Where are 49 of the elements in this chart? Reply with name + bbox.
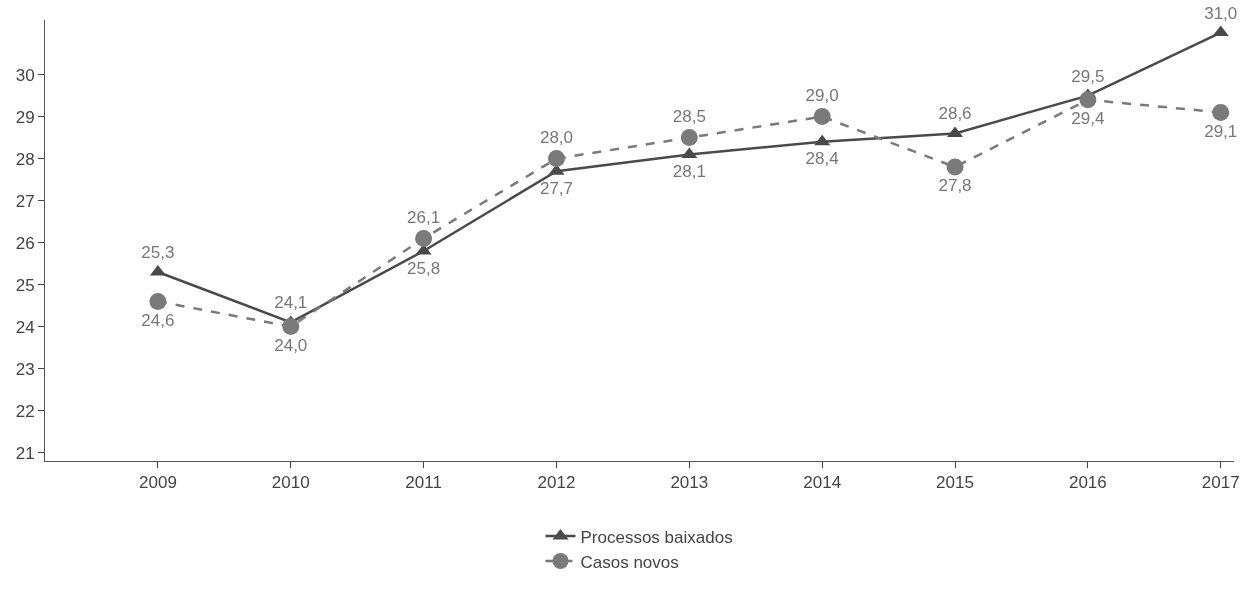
y-tick-label: 22 bbox=[15, 401, 35, 421]
x-tick-label: 2016 bbox=[1068, 473, 1107, 493]
point bbox=[415, 229, 433, 247]
y-tick-label: 25 bbox=[15, 275, 35, 295]
point bbox=[814, 134, 831, 146]
point bbox=[1212, 103, 1230, 121]
y-tick-label: 24 bbox=[15, 317, 35, 337]
x-tick-label: 2013 bbox=[670, 473, 709, 493]
y-tick-label: 21 bbox=[15, 443, 35, 463]
x-tick-label: 2015 bbox=[936, 473, 974, 493]
data-label: 24,1 bbox=[274, 293, 308, 313]
point bbox=[813, 108, 831, 126]
data-label: 27,8 bbox=[938, 176, 972, 196]
point bbox=[1212, 25, 1229, 37]
y-tick-label: 28 bbox=[15, 149, 35, 169]
y-tick-label: 30 bbox=[15, 65, 35, 85]
data-label: 28,5 bbox=[672, 106, 706, 126]
data-label: 28,1 bbox=[672, 161, 706, 181]
data-label: 25,8 bbox=[407, 258, 441, 278]
x-tick-label: 2017 bbox=[1201, 473, 1240, 493]
y-tick-label: 27 bbox=[15, 191, 35, 211]
data-label: 29,5 bbox=[1071, 66, 1105, 86]
data-label: 29,1 bbox=[1204, 121, 1238, 141]
data-label: 24,6 bbox=[141, 310, 175, 330]
x-tick-label: 2014 bbox=[803, 473, 842, 493]
data-label: 28,6 bbox=[938, 104, 972, 124]
data-label: 29,4 bbox=[1071, 109, 1105, 129]
point bbox=[680, 129, 698, 147]
x-tick-label: 2011 bbox=[405, 473, 442, 493]
x-tick-label: 2012 bbox=[537, 473, 576, 493]
point bbox=[149, 292, 167, 310]
y-tick-label: 29 bbox=[15, 107, 35, 127]
data-label: 31,0 bbox=[1204, 3, 1238, 23]
x-tick-label: 2009 bbox=[139, 473, 177, 493]
point bbox=[547, 150, 565, 168]
data-label: 28,4 bbox=[805, 149, 839, 169]
data-label: 26,1 bbox=[407, 207, 441, 227]
y-tick-label: 23 bbox=[15, 359, 35, 379]
data-label: 25,3 bbox=[141, 243, 175, 262]
data-label: 24,0 bbox=[274, 335, 308, 355]
point bbox=[282, 318, 300, 336]
data-label: 29,0 bbox=[805, 85, 839, 105]
y-tick-label: 26 bbox=[15, 233, 35, 253]
legend-label: Casos novos bbox=[580, 552, 679, 572]
legend-label: Processos baixados bbox=[580, 527, 733, 547]
x-tick-label: 2010 bbox=[271, 473, 310, 493]
data-label: 27,7 bbox=[539, 178, 574, 198]
data-label: 28,0 bbox=[539, 127, 574, 147]
point bbox=[946, 158, 964, 176]
